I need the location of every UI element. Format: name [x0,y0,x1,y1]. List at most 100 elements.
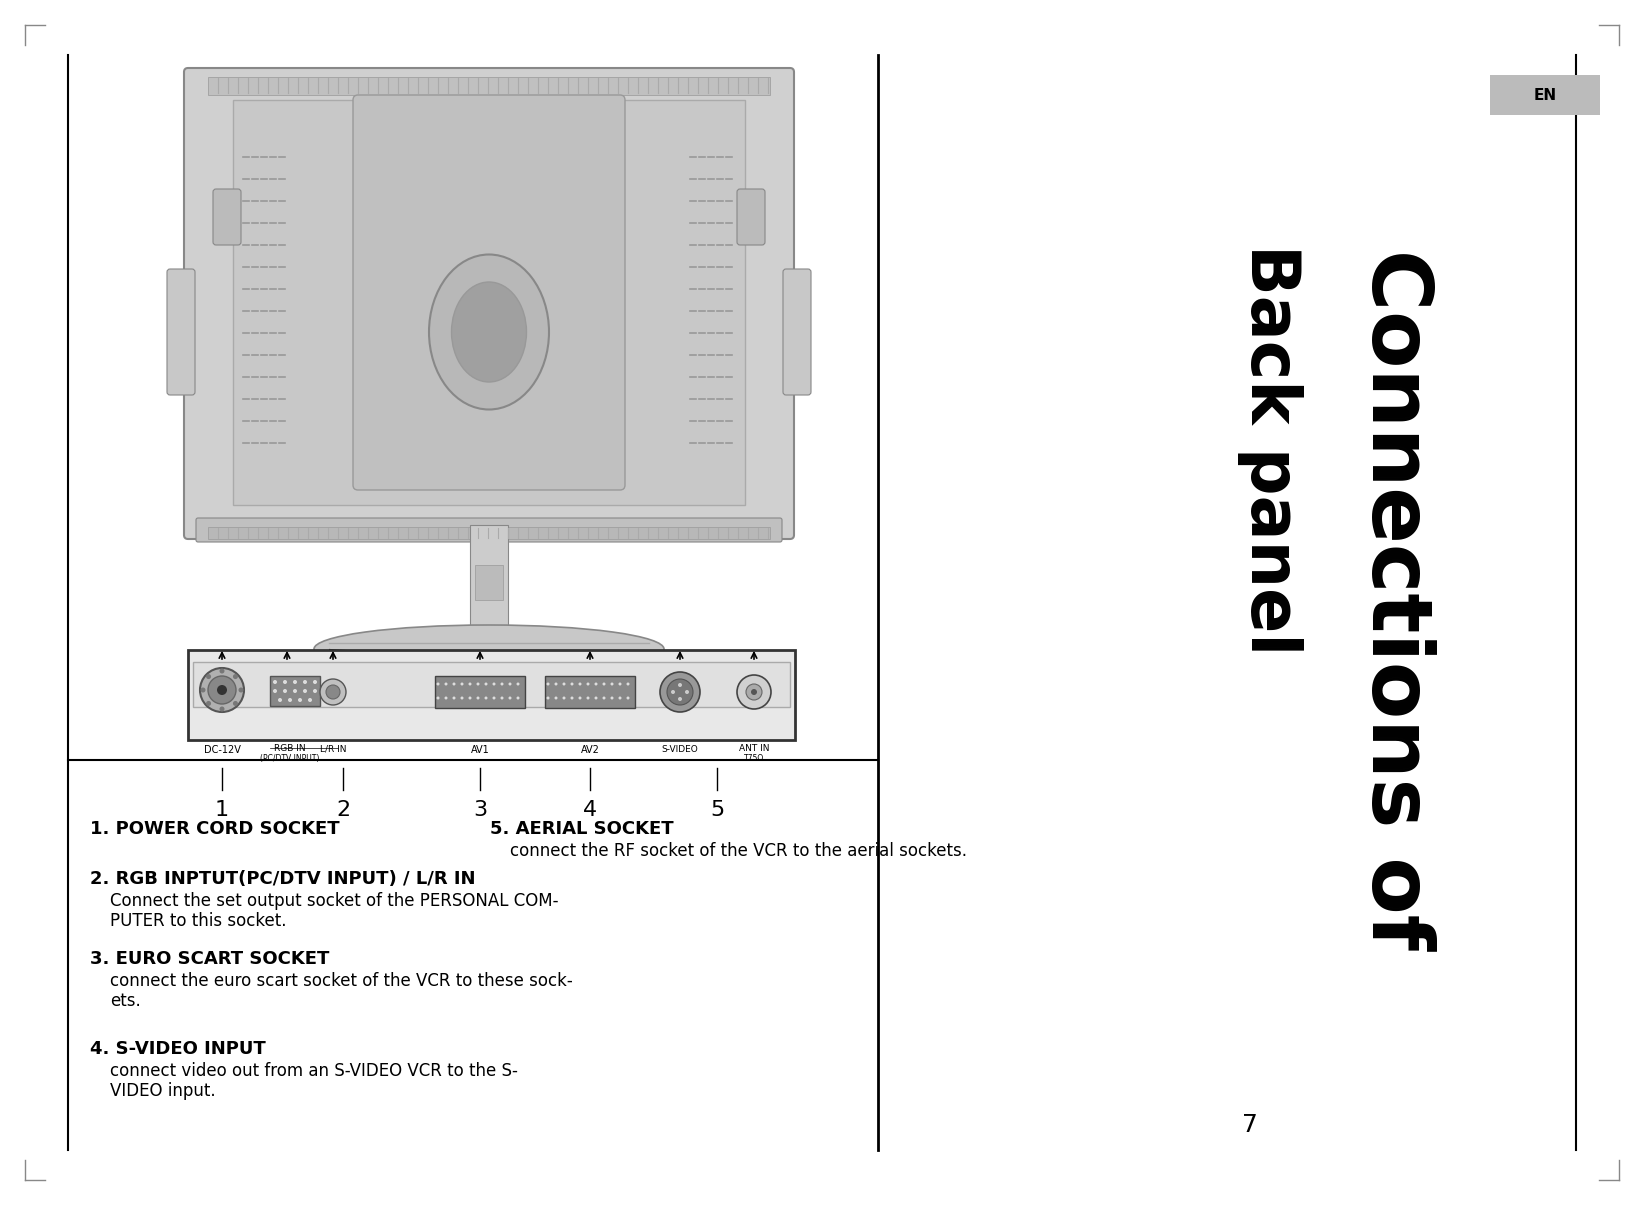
Circle shape [312,689,317,693]
Circle shape [500,682,503,686]
Text: ANT IN: ANT IN [738,743,769,753]
Text: S-VIDEO: S-VIDEO [661,745,699,754]
FancyBboxPatch shape [737,189,764,245]
Circle shape [554,682,557,686]
Bar [270,676,321,706]
Bar [209,77,769,95]
Circle shape [460,696,464,699]
Text: 5: 5 [710,800,723,819]
Circle shape [288,698,293,703]
Circle shape [326,684,340,699]
Text: connect video out from an S-VIDEO VCR to the S-: connect video out from an S-VIDEO VCR to… [110,1062,518,1080]
Circle shape [452,696,455,699]
Text: ets.: ets. [110,992,141,1010]
Circle shape [217,684,227,695]
Circle shape [579,682,582,686]
Circle shape [554,696,557,699]
Circle shape [278,698,283,703]
Circle shape [610,682,613,686]
Bar [470,525,508,630]
Text: 4: 4 [584,800,597,819]
Circle shape [293,689,298,693]
Text: Connect the set output socket of the PERSONAL COM-: Connect the set output socket of the PER… [110,892,559,910]
Circle shape [570,696,574,699]
Bar [436,676,524,709]
Bar [1489,75,1600,114]
Circle shape [477,682,480,686]
Circle shape [485,682,488,686]
Text: connect the euro scart socket of the VCR to these sock-: connect the euro scart socket of the VCR… [110,972,572,991]
Circle shape [233,674,238,680]
Text: EN: EN [1534,88,1557,102]
Ellipse shape [452,282,526,382]
Bar [192,662,791,707]
Circle shape [437,696,439,699]
Circle shape [206,701,210,706]
Circle shape [677,683,682,687]
Circle shape [312,680,317,684]
Circle shape [562,682,566,686]
Circle shape [610,696,613,699]
Circle shape [570,682,574,686]
Circle shape [444,696,447,699]
FancyBboxPatch shape [168,269,196,395]
Circle shape [283,680,288,684]
Circle shape [677,696,682,701]
Circle shape [220,669,225,674]
Circle shape [618,696,621,699]
Circle shape [302,689,307,693]
Circle shape [444,682,447,686]
Bar [475,565,503,600]
Text: VIDEO input.: VIDEO input. [110,1082,215,1100]
Circle shape [283,689,288,693]
FancyBboxPatch shape [353,95,625,490]
Circle shape [595,682,597,686]
Circle shape [562,696,566,699]
Circle shape [546,696,549,699]
Circle shape [508,682,511,686]
Text: DC-12V: DC-12V [204,745,240,756]
Circle shape [298,698,302,703]
Bar [233,100,745,505]
Circle shape [321,678,345,705]
Text: 3: 3 [473,800,487,819]
FancyBboxPatch shape [196,518,783,542]
Circle shape [751,689,756,695]
Circle shape [500,696,503,699]
Text: 2. RGB INPTUT(PC/DTV INPUT) / L/R IN: 2. RGB INPTUT(PC/DTV INPUT) / L/R IN [90,870,475,888]
Text: 3. EURO SCART SOCKET: 3. EURO SCART SOCKET [90,950,329,968]
Circle shape [293,680,298,684]
Circle shape [602,696,605,699]
Text: 1: 1 [215,800,229,819]
Circle shape [595,696,597,699]
Circle shape [746,684,763,700]
Circle shape [469,682,472,686]
Text: 1. POWER CORD SOCKET: 1. POWER CORD SOCKET [90,819,340,837]
Circle shape [477,696,480,699]
Circle shape [516,696,520,699]
Circle shape [201,668,243,712]
Text: Connections of: Connections of [1355,249,1435,951]
Circle shape [485,696,488,699]
Circle shape [238,688,243,693]
Bar [546,676,635,709]
Ellipse shape [429,254,549,410]
Text: AV1: AV1 [470,745,490,756]
Text: L/R IN: L/R IN [319,745,347,754]
Circle shape [233,701,238,706]
Circle shape [626,696,630,699]
Circle shape [546,682,549,686]
Text: (PC/DTV INPUT): (PC/DTV INPUT) [260,754,319,763]
Text: Back panel: Back panel [1236,245,1304,656]
Text: 7: 7 [1243,1113,1258,1138]
Circle shape [516,682,520,686]
Circle shape [587,696,590,699]
Circle shape [737,675,771,709]
Circle shape [302,680,307,684]
Circle shape [307,698,312,703]
Circle shape [587,682,590,686]
Text: AV2: AV2 [580,745,600,756]
Circle shape [469,696,472,699]
Text: 2: 2 [335,800,350,819]
Circle shape [579,696,582,699]
